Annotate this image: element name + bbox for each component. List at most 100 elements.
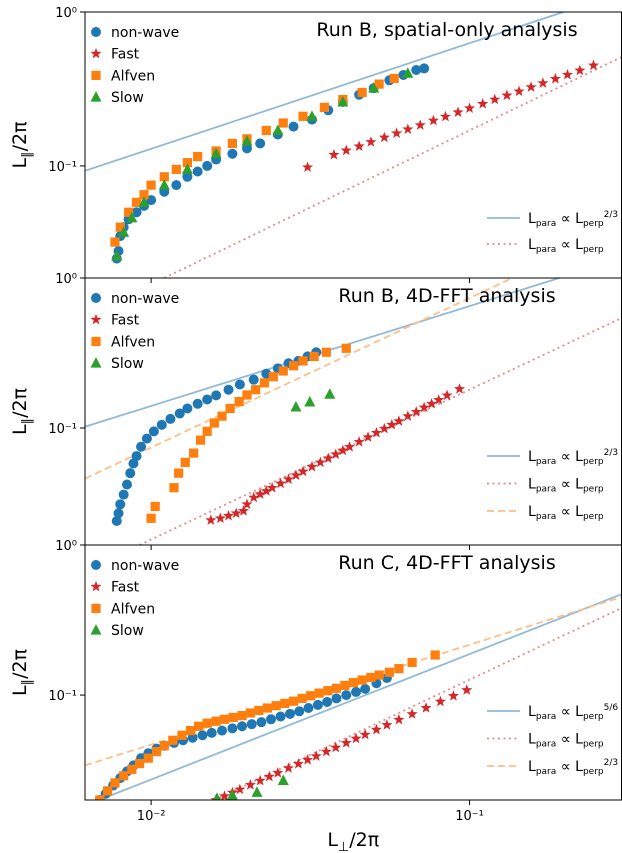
y-label-part: /2π xyxy=(9,121,31,151)
point xyxy=(319,102,329,112)
point xyxy=(202,160,213,171)
legend-label: Lpara ∝ Lperp2/3 xyxy=(528,210,618,229)
point xyxy=(266,714,277,725)
point xyxy=(362,431,374,442)
point xyxy=(366,672,376,683)
point xyxy=(402,410,414,421)
frame xyxy=(84,277,622,546)
legend-label: Alfven xyxy=(111,601,155,617)
point xyxy=(271,701,281,711)
legend-label: Alfven xyxy=(111,68,155,84)
point xyxy=(312,699,323,710)
legend-label: Fast xyxy=(111,313,140,329)
point xyxy=(256,717,267,728)
point xyxy=(461,684,473,695)
y-tick-label: 10⁻¹ xyxy=(48,160,77,175)
legend-marker xyxy=(90,357,102,368)
legend-label: Lpara ∝ Lperp xyxy=(528,477,604,495)
point xyxy=(158,179,170,190)
point xyxy=(374,79,384,89)
legend-marker xyxy=(90,47,102,59)
y-axis-label: L∥/2π xyxy=(9,121,35,168)
legend-label: Fast xyxy=(111,47,140,63)
x-tick-label: 10⁻² xyxy=(137,809,166,824)
point xyxy=(234,783,246,795)
point xyxy=(212,792,221,800)
point xyxy=(217,411,227,421)
point xyxy=(337,96,349,107)
legend-label-part: para xyxy=(536,512,556,522)
point xyxy=(433,394,445,405)
legend-label-part: L xyxy=(528,704,536,720)
point xyxy=(393,713,405,725)
legend-label-part: perp xyxy=(583,485,604,495)
point xyxy=(430,650,440,660)
point xyxy=(110,778,120,788)
point xyxy=(202,394,213,405)
point xyxy=(454,383,466,394)
plot-area xyxy=(85,12,622,278)
legend-label: Lpara ∝ Lperp2/3 xyxy=(528,448,618,467)
point xyxy=(393,415,405,426)
point xyxy=(211,390,222,401)
legend-marker xyxy=(91,70,101,80)
legend-marker xyxy=(90,624,102,635)
point xyxy=(134,758,145,769)
point xyxy=(290,401,302,412)
y-label-part: ∥ xyxy=(20,418,35,425)
point xyxy=(314,456,326,468)
point xyxy=(126,211,138,223)
point xyxy=(574,64,586,76)
point xyxy=(337,444,349,456)
point xyxy=(237,721,248,732)
point xyxy=(340,680,350,691)
point xyxy=(214,512,226,524)
point xyxy=(171,164,181,174)
point xyxy=(151,747,162,757)
legend-label-part: para xyxy=(536,712,556,722)
point xyxy=(138,196,150,207)
legend-label-part: ∝ L xyxy=(556,449,583,465)
y-label-part: L xyxy=(9,158,31,169)
point xyxy=(350,732,362,744)
legend-label: Slow xyxy=(111,623,144,639)
point xyxy=(141,433,152,444)
legend-label-part: perp xyxy=(583,457,604,467)
legend-label-part: ∝ L xyxy=(556,504,583,520)
frame xyxy=(84,544,622,801)
legend-label: non-wave xyxy=(111,558,179,574)
legend-label-part: ∝ L xyxy=(556,237,583,253)
point xyxy=(537,77,549,88)
legend-label-part: ∝ L xyxy=(556,477,583,493)
point xyxy=(292,758,304,769)
legend-label: Lpara ∝ Lperp xyxy=(528,504,604,522)
y-label-part: ∥ xyxy=(20,151,35,158)
point xyxy=(272,767,284,778)
point xyxy=(119,771,129,781)
legend-marker xyxy=(91,336,101,346)
point xyxy=(587,59,600,71)
fit-line xyxy=(213,607,622,800)
point xyxy=(268,372,278,382)
legend-label-part: 2/3 xyxy=(604,758,618,768)
point xyxy=(156,419,167,430)
point xyxy=(288,121,299,132)
point xyxy=(282,762,294,773)
point xyxy=(278,118,288,128)
legend-label: Lpara ∝ Lperp2/3 xyxy=(528,758,618,777)
point xyxy=(561,68,573,80)
point xyxy=(303,703,314,714)
legend-label-part: L xyxy=(528,732,536,748)
point xyxy=(302,754,314,765)
point xyxy=(365,136,377,147)
legend-marker xyxy=(91,293,101,303)
point xyxy=(378,131,390,143)
point xyxy=(340,737,352,748)
point xyxy=(309,351,319,362)
point xyxy=(441,389,453,401)
point xyxy=(290,469,302,480)
point xyxy=(357,675,367,685)
point xyxy=(206,727,217,738)
point xyxy=(275,711,286,722)
